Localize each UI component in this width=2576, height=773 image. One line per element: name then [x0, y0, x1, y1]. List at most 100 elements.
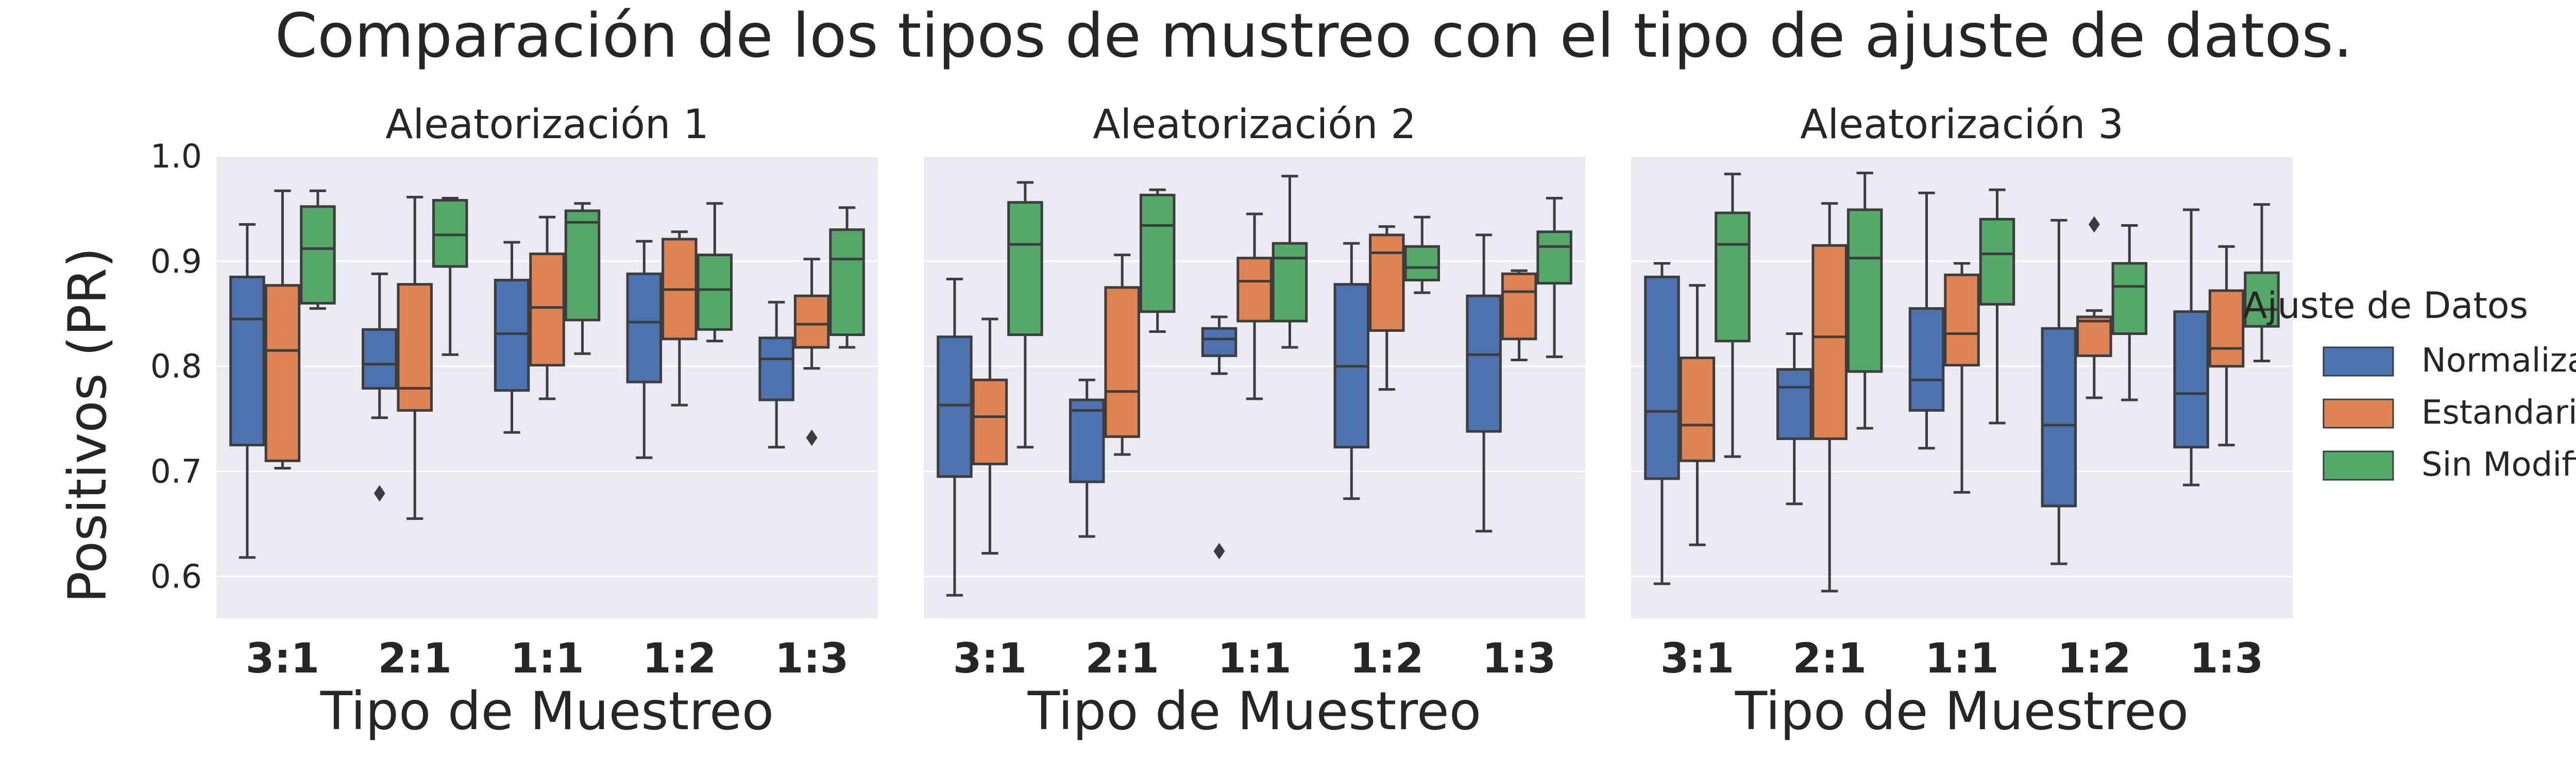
box-iqr — [1104, 286, 1140, 438]
box-iqr — [1846, 208, 1883, 373]
box-iqr — [758, 337, 794, 401]
box-iqr — [1715, 211, 1751, 343]
box-estandarizados — [1104, 254, 1140, 456]
legend-swatch — [2323, 450, 2394, 481]
box-normalizados — [2041, 219, 2077, 565]
x-axis-label: Tipo de Muestreo — [1735, 681, 2189, 742]
box-iqr — [1811, 244, 1848, 440]
box-estandarizados — [1236, 212, 1273, 400]
box-iqr — [1776, 368, 1812, 440]
box-iqr — [1201, 327, 1238, 357]
box-iqr — [829, 228, 865, 337]
box-sin-modificaci-n — [1404, 215, 1440, 294]
box-iqr — [1069, 398, 1105, 483]
box-normalizados — [1644, 262, 1680, 585]
legend-swatch — [2323, 346, 2394, 377]
box-iqr — [1979, 217, 2015, 306]
box-normalizados — [626, 240, 663, 459]
box-sin-modificaci-n — [1715, 173, 1751, 458]
x-tick-label: 1:3 — [1482, 634, 1556, 682]
box-normalizados — [1908, 191, 1945, 450]
panel-title: Aleatorización 3 — [1800, 102, 2124, 148]
y-tick-label: 1.0 — [150, 138, 202, 175]
box-sin-modificaci-n — [829, 206, 865, 349]
box-iqr — [1908, 307, 1945, 412]
box-iqr — [1139, 193, 1176, 313]
box-iqr — [1679, 356, 1716, 462]
x-tick-label: 1:3 — [775, 634, 849, 682]
x-tick-label: 1:1 — [510, 634, 584, 682]
box-iqr — [2041, 327, 2077, 508]
legend-swatch — [2323, 398, 2394, 429]
x-axis-label: Tipo de Muestreo — [320, 681, 774, 742]
panel-title: Aleatorización 2 — [1093, 102, 1416, 148]
box-estandarizados — [1501, 269, 1537, 361]
box-estandarizados — [1679, 284, 1716, 546]
x-tick-label: 2:1 — [378, 634, 452, 682]
box-sin-modificaci-n — [1139, 188, 1176, 333]
panels: 0.6 0.7 0.8 0.9 1.0 Aleatorización 1 3:1 2:1 1:1… — [150, 102, 2293, 742]
box-estandarizados — [1944, 262, 1980, 494]
box-estandarizados — [264, 189, 301, 469]
outlier-point — [1213, 543, 1225, 560]
box-iqr — [1944, 273, 1980, 367]
box-estandarizados — [972, 317, 1008, 555]
legend: Ajuste de Datos Normalizados Estandarizado… — [2243, 284, 2576, 484]
box-sin-modificaci-n — [1979, 188, 2015, 425]
box-iqr — [2076, 315, 2112, 357]
box-iqr — [1644, 275, 1680, 480]
panel-1: 0.6 0.7 0.8 0.9 1.0 Aleatorización 1 3:1 2:1 1:1… — [150, 102, 878, 742]
box-iqr — [564, 209, 601, 322]
box-sin-modificaci-n — [564, 202, 601, 355]
box-iqr — [1536, 230, 1572, 285]
x-tick-label: 3:1 — [246, 634, 319, 682]
box-iqr — [1236, 257, 1273, 323]
box-iqr — [697, 254, 733, 331]
box-iqr — [626, 272, 663, 383]
box-estandarizados — [793, 258, 830, 446]
y-tick-label: 0.7 — [150, 453, 202, 491]
y-tick-label: 0.6 — [150, 558, 202, 595]
box-iqr — [361, 328, 398, 390]
panel-title: Aleatorización 1 — [385, 102, 709, 148]
box-normalizados — [1069, 378, 1105, 538]
x-tick-label: 3:1 — [953, 634, 1027, 682]
box-iqr — [1007, 201, 1043, 337]
x-tick-label: 1:3 — [2190, 634, 2263, 682]
box-normalizados — [1201, 315, 1238, 560]
x-tick-label: 1:1 — [1925, 634, 1998, 682]
box-iqr — [1501, 272, 1537, 341]
x-tick-label: 1:2 — [1350, 634, 1423, 682]
outlier-point — [2088, 216, 2100, 233]
chart-title: Comparación de los tipos de mustreo con … — [275, 0, 2353, 71]
legend-label: Sin Modificación — [2421, 446, 2576, 484]
box-normalizados — [937, 278, 973, 597]
box-iqr — [1466, 294, 1502, 433]
box-sin-modificaci-n — [697, 202, 733, 343]
box-normalizados — [1466, 233, 1502, 533]
x-tick-label: 2:1 — [1793, 634, 1867, 682]
box-iqr — [2208, 289, 2245, 368]
box-estandarizados — [2076, 216, 2112, 399]
box-iqr — [2244, 271, 2280, 328]
box-sin-modificaci-n — [1272, 175, 1308, 349]
box-normalizados — [1776, 332, 1812, 506]
legend-label: Normalizados — [2421, 342, 2576, 380]
box-sin-modificaci-n — [1007, 181, 1043, 449]
box-estandarizados — [2208, 245, 2245, 447]
box-estandarizados — [662, 230, 698, 407]
box-iqr — [397, 283, 433, 412]
box-iqr — [494, 279, 530, 392]
box-sin-modificaci-n — [432, 197, 468, 356]
box-sin-modificaci-n — [2244, 203, 2280, 363]
x-tick-label: 1:1 — [1217, 634, 1291, 682]
box-iqr — [529, 253, 565, 367]
box-iqr — [1369, 233, 1405, 332]
box-iqr — [432, 199, 468, 268]
box-iqr — [793, 294, 830, 349]
box-iqr — [972, 378, 1008, 465]
box-sin-modificaci-n — [1536, 197, 1572, 358]
